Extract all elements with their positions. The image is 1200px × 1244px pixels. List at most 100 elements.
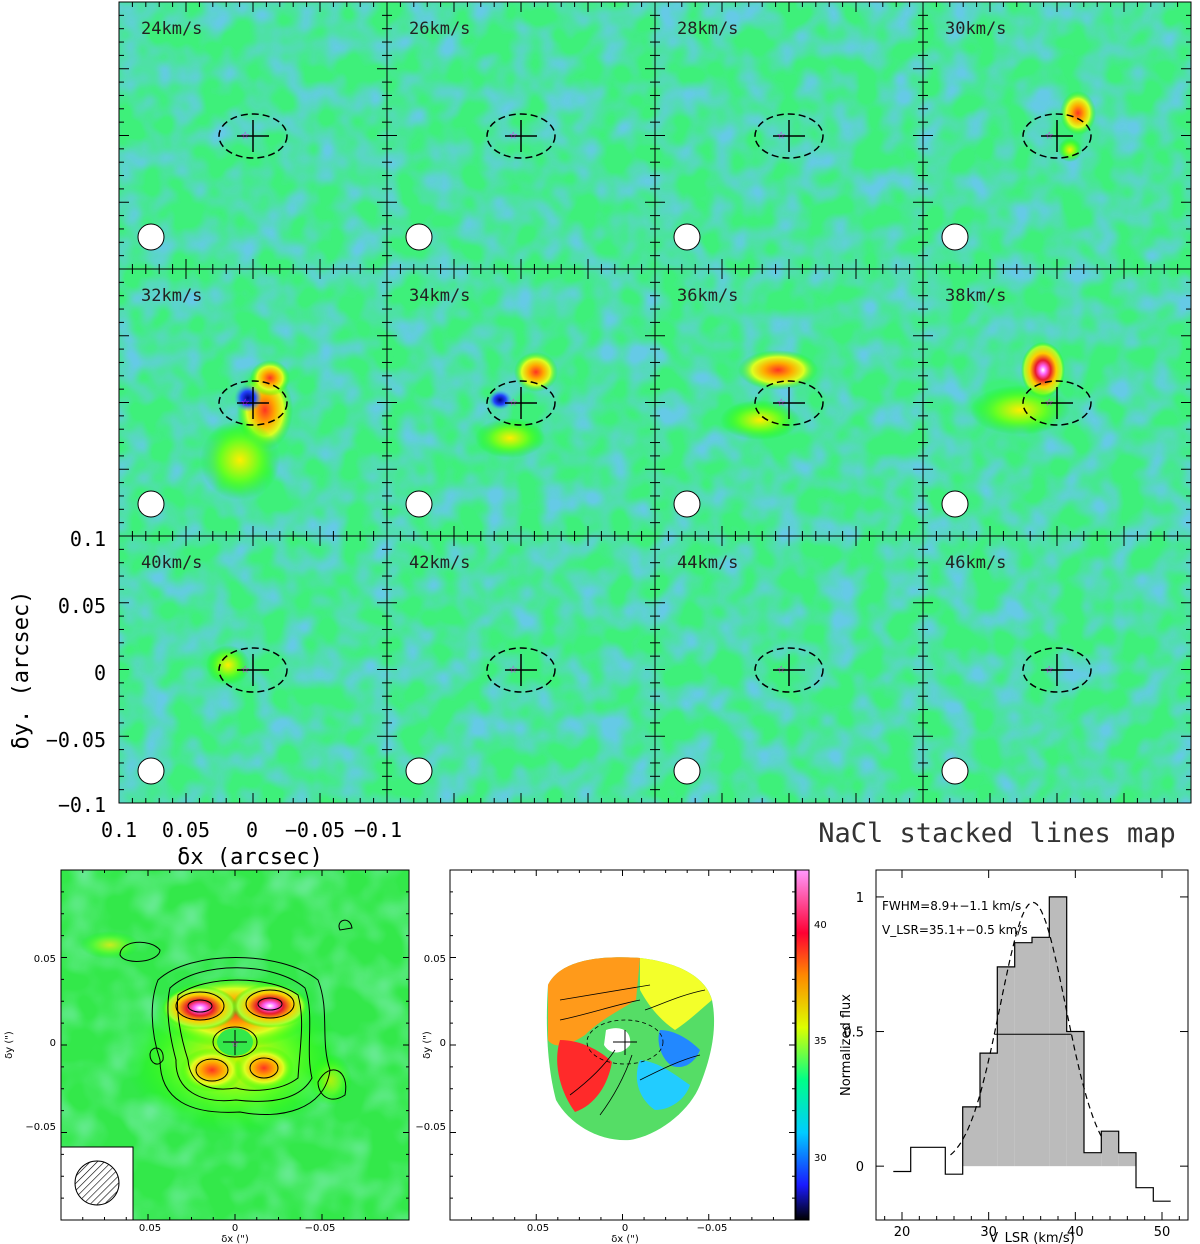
velocity-label: 26km/s bbox=[409, 19, 470, 39]
xtick-label: −0.05 bbox=[285, 818, 345, 842]
spectrum-xlabel: V_LSR (km/s) bbox=[989, 1231, 1075, 1244]
velocity-label: 38km/s bbox=[945, 286, 1006, 306]
dust-ellipse bbox=[754, 380, 824, 426]
emission-blob bbox=[720, 400, 800, 440]
dust-ellipse bbox=[486, 647, 556, 693]
star-marker: ☆ bbox=[777, 127, 786, 143]
channel-yticks: 0.1 0.05 0 −0.05 −0.1 bbox=[46, 527, 106, 817]
beam-circle bbox=[673, 490, 701, 518]
moment0-panel: ☆ bbox=[60, 869, 410, 1221]
annotation-vlsr: V_LSR=35.1+−0.5 km/s bbox=[882, 923, 1028, 937]
colorbar-tick-label: 30 bbox=[814, 1153, 827, 1164]
beam-ellipse bbox=[74, 1160, 120, 1206]
channel-panel: ☆ 24km/s bbox=[118, 1, 388, 270]
channel-xlabel: δx (arcsec) bbox=[177, 845, 323, 870]
ytick-label: 0.05 bbox=[58, 594, 106, 618]
star-marker: ☆ bbox=[509, 127, 518, 143]
dust-ellipse bbox=[218, 113, 288, 159]
x-tick-label: 50 bbox=[1154, 1225, 1171, 1240]
figure-title: NaCl stacked lines map bbox=[818, 818, 1176, 849]
spectrum-line bbox=[893, 896, 1171, 1202]
x-tick-label: 20 bbox=[894, 1225, 911, 1240]
spectrum-bar bbox=[1014, 942, 1032, 1167]
xtick-label: −0.05 bbox=[305, 1223, 336, 1234]
ytick-label: 0.1 bbox=[70, 527, 106, 551]
beam-circle bbox=[405, 490, 433, 518]
ytick-label: 0 bbox=[50, 1038, 56, 1049]
dust-ellipse bbox=[486, 113, 556, 159]
x-tick-label: 40 bbox=[1067, 1225, 1084, 1240]
emission-blob bbox=[475, 418, 545, 458]
star-marker: ☆ bbox=[777, 661, 786, 677]
beam-circle bbox=[137, 757, 165, 785]
channel-panel: ☆ 30km/s bbox=[922, 1, 1192, 270]
velocity-label: 30km/s bbox=[945, 19, 1006, 39]
emission-blob bbox=[200, 420, 280, 500]
xtick-label: 0 bbox=[622, 1223, 628, 1234]
xtick-label: 0.05 bbox=[139, 1223, 161, 1234]
emission-blob bbox=[738, 350, 818, 390]
star-marker: ☆ bbox=[509, 661, 518, 677]
beam-circle bbox=[941, 223, 969, 251]
channel-panel: ☆ 38km/s bbox=[922, 268, 1192, 537]
channel-map-grid: ☆ 24km/s ☆ 26km/s ☆ 28km/s ☆ 30km/s ☆ 32km/s ☆ 34km… bbox=[118, 1, 1192, 804]
emission-blob bbox=[234, 384, 262, 412]
channel-panel: ☆ 32km/s bbox=[118, 268, 388, 537]
emission-blob bbox=[1060, 91, 1096, 135]
y-tick-label: 0 bbox=[856, 1160, 864, 1175]
channel-panel: ☆ 46km/s bbox=[922, 535, 1192, 804]
star-marker: ☆ bbox=[509, 394, 518, 410]
spectrum-bar bbox=[1084, 1152, 1102, 1167]
xtick-label: 0 bbox=[246, 818, 258, 842]
beam-circle bbox=[673, 757, 701, 785]
beam-circle bbox=[941, 490, 969, 518]
emission-blob bbox=[488, 390, 512, 410]
star-marker: ☆ bbox=[241, 127, 250, 143]
beam-circle bbox=[137, 490, 165, 518]
dust-ellipse bbox=[1022, 113, 1092, 159]
channel-xticks: 0.1 0.05 0 −0.05 −0.1 bbox=[101, 818, 402, 842]
spectrum-fill bbox=[962, 896, 1136, 1167]
spectrum-bar bbox=[1118, 1152, 1136, 1167]
velocity-label: 46km/s bbox=[945, 553, 1006, 573]
dust-ellipse bbox=[218, 380, 288, 426]
velocity-label: 34km/s bbox=[409, 286, 470, 306]
spectrum-ylabel: Normalized flux bbox=[839, 994, 854, 1096]
colorbar-ticks: 40 35 30 bbox=[814, 920, 827, 1164]
dust-ellipse bbox=[754, 647, 824, 693]
dust-ellipse bbox=[1022, 647, 1092, 693]
xtick-label: 0.1 bbox=[101, 818, 137, 842]
channel-panel: ☆ 34km/s bbox=[386, 268, 656, 537]
spectrum-chart: 20 30 40 50 0 0.5 1 FWHM=8.9+−1.1 km/s V_LSR=3… bbox=[839, 869, 1189, 1244]
beam-circle bbox=[673, 223, 701, 251]
channel-panel: ☆ 42km/s bbox=[386, 535, 656, 804]
xtick-label: −0.1 bbox=[354, 818, 402, 842]
ytick-label: −0.05 bbox=[25, 1122, 56, 1133]
star-marker: ☆ bbox=[241, 394, 250, 410]
emission-blob bbox=[250, 360, 290, 396]
colorbar bbox=[795, 869, 810, 1221]
spectrum-marks: 20 30 40 50 0 0.5 1 bbox=[843, 870, 1188, 1240]
ytick-label: 0 bbox=[94, 661, 106, 685]
velocity-label: 40km/s bbox=[141, 553, 202, 573]
velocity-label: 24km/s bbox=[141, 19, 202, 39]
dust-ellipse bbox=[218, 647, 288, 693]
velocity-label: 44km/s bbox=[677, 553, 738, 573]
emission-blob bbox=[206, 645, 250, 685]
star-marker: ☆ bbox=[231, 1036, 239, 1051]
moment1-xlabel: δx (") bbox=[611, 1234, 639, 1244]
star-marker: ☆ bbox=[1045, 661, 1054, 677]
spectrum-bar bbox=[1066, 1031, 1084, 1167]
y-tick-label: 0.5 bbox=[843, 1026, 864, 1041]
dust-ellipse bbox=[1022, 380, 1092, 426]
star-marker: ☆ bbox=[1045, 394, 1054, 410]
xtick-label: 0 bbox=[232, 1223, 238, 1234]
x-tick-label: 30 bbox=[980, 1225, 997, 1240]
beam-circle bbox=[405, 757, 433, 785]
spectrum-bar bbox=[980, 1053, 998, 1167]
moment1-xticks: 0.05 0 −0.05 bbox=[527, 1223, 727, 1234]
velocity-label: 32km/s bbox=[141, 286, 202, 306]
channel-panel: ☆ 40km/s bbox=[118, 535, 388, 804]
ytick-label: 0 bbox=[440, 1038, 446, 1049]
gaussian-fit bbox=[950, 901, 1103, 1156]
